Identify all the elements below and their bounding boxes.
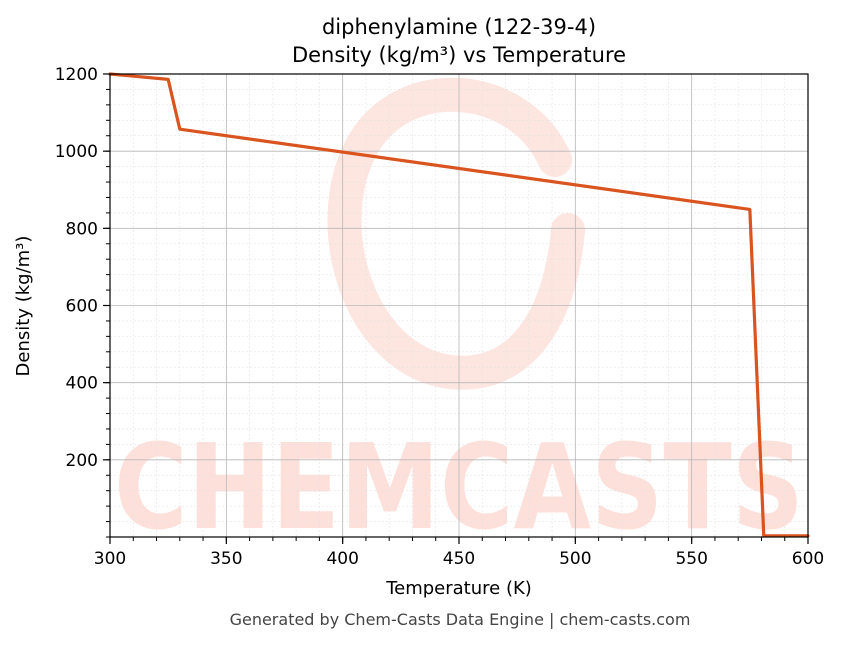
x-tick-label: 300 — [94, 549, 126, 569]
tick-layer: 300 350 400 450 500 550 600 200 400 600 800 1000 120… — [55, 65, 824, 569]
density-series-line — [108, 72, 810, 538]
x-tick-label: 600 — [792, 549, 824, 569]
y-tick-label: 1000 — [55, 142, 98, 162]
x-axis-label: Temperature (K) — [385, 578, 532, 599]
chart-title: diphenylamine (122-39-4) — [322, 15, 596, 39]
y-tick-label: 200 — [66, 451, 98, 471]
y-axis-label: Density (kg/m³) — [13, 236, 34, 377]
y-tick-label: 1200 — [55, 65, 98, 85]
series-layer — [108, 72, 810, 538]
x-tick-label: 500 — [559, 549, 591, 569]
x-tick-label: 450 — [443, 549, 475, 569]
y-tick-label: 600 — [66, 297, 98, 317]
chart-subtitle: Density (kg/m³) vs Temperature — [292, 43, 626, 67]
x-tick-label: 350 — [210, 549, 242, 569]
footer-credit: Generated by Chem-Casts Data Engine | ch… — [230, 610, 691, 629]
x-tick-label: 400 — [326, 549, 358, 569]
y-tick-label: 800 — [66, 219, 98, 239]
x-tick-label: 550 — [675, 549, 707, 569]
y-tick-label: 400 — [66, 374, 98, 394]
